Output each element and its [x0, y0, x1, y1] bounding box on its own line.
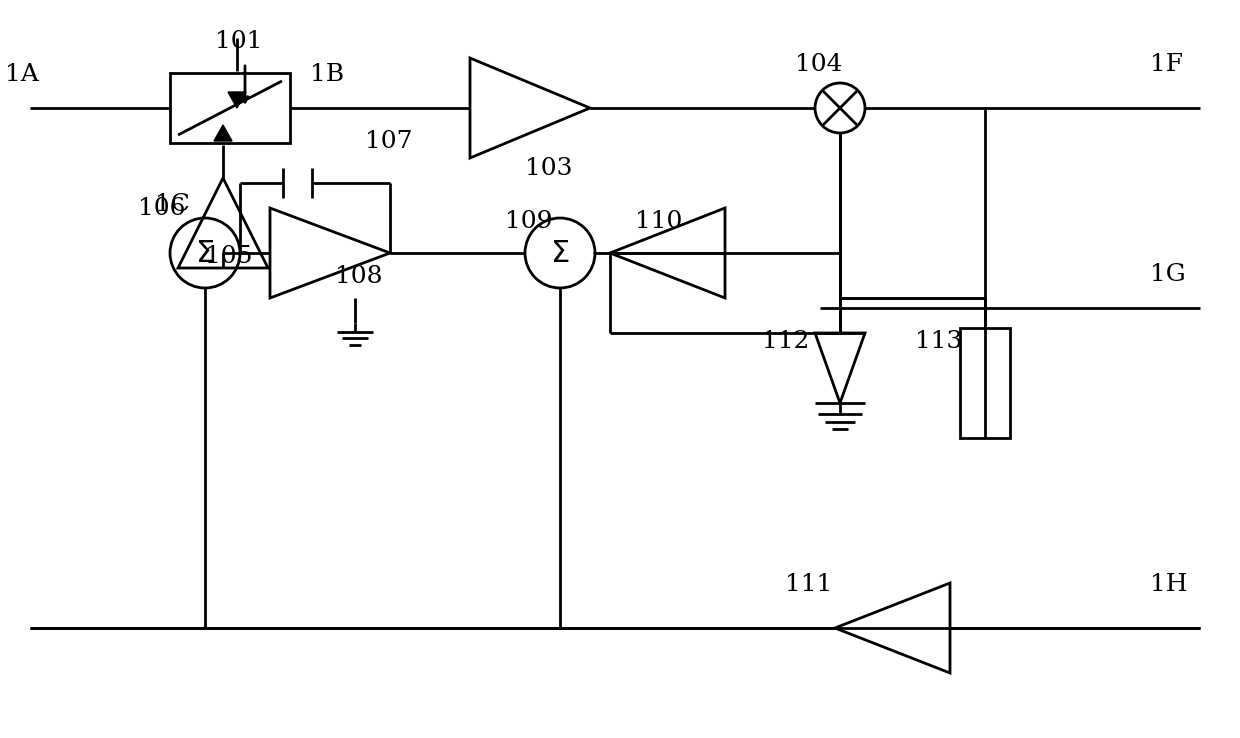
Text: 110: 110 [635, 210, 682, 233]
Text: 103: 103 [525, 157, 573, 180]
Text: 1F: 1F [1149, 53, 1183, 76]
Text: 107: 107 [365, 130, 413, 153]
Circle shape [389, 252, 391, 254]
Bar [960, 328, 1011, 438]
Bar [170, 73, 290, 143]
Text: 106: 106 [138, 197, 186, 220]
Text: 109: 109 [505, 210, 553, 233]
Text: 113: 113 [915, 330, 962, 353]
Circle shape [594, 252, 595, 254]
Text: $\Sigma$: $\Sigma$ [551, 238, 569, 267]
Text: 1B: 1B [310, 63, 345, 86]
Text: 1H: 1H [1149, 573, 1188, 596]
Text: 111: 111 [785, 573, 832, 596]
Text: 101: 101 [215, 30, 263, 53]
Circle shape [559, 627, 560, 629]
Text: 1A: 1A [5, 63, 38, 86]
Circle shape [239, 252, 241, 254]
Text: 104: 104 [795, 53, 842, 76]
Text: 1C: 1C [155, 193, 190, 216]
Text: 108: 108 [335, 265, 382, 288]
Text: 105: 105 [205, 245, 253, 268]
Polygon shape [228, 92, 246, 108]
Polygon shape [215, 125, 232, 141]
Text: $\Sigma$: $\Sigma$ [196, 238, 215, 267]
Text: 1G: 1G [1149, 263, 1185, 286]
Text: 112: 112 [763, 330, 810, 353]
